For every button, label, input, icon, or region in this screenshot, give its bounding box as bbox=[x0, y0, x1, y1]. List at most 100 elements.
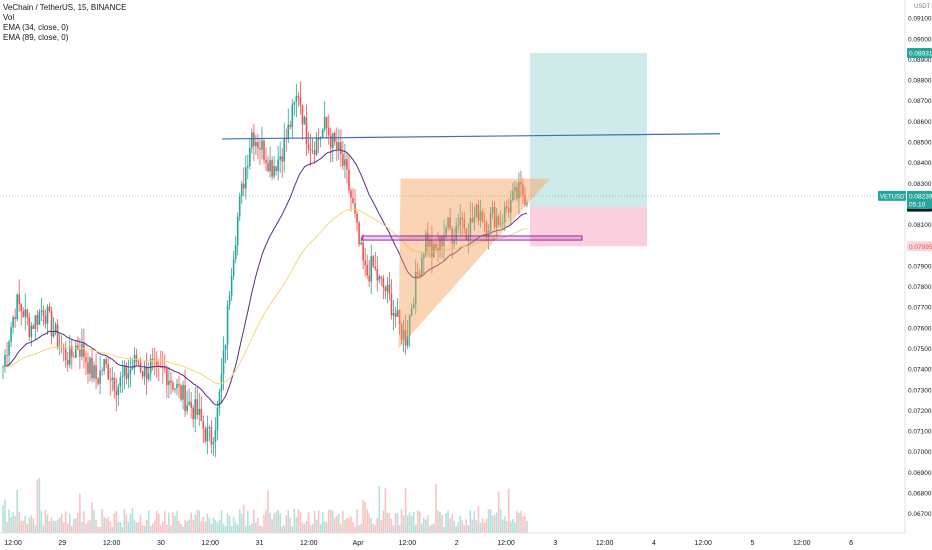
volume-bar bbox=[463, 524, 466, 533]
candle-body bbox=[455, 225, 457, 241]
candle-body bbox=[295, 95, 298, 103]
candle-body bbox=[115, 390, 118, 396]
candle-body bbox=[176, 384, 178, 389]
candle-body bbox=[230, 275, 233, 297]
candle-body bbox=[170, 380, 172, 383]
time-axis[interactable]: 12:00 29 12:00 30 12:00 31 12:00 Apr 12:00 2 12:00… bbox=[0, 532, 932, 550]
candle-body bbox=[309, 149, 312, 151]
candle-body bbox=[153, 359, 156, 361]
candle-body bbox=[160, 366, 162, 368]
volume-bar bbox=[491, 515, 494, 533]
volume-bar bbox=[117, 521, 120, 533]
candle-body bbox=[73, 356, 75, 358]
candle-body bbox=[507, 208, 510, 213]
candle-body bbox=[414, 271, 417, 305]
candle-body bbox=[44, 315, 47, 324]
candle-body bbox=[493, 206, 496, 228]
candle-body bbox=[222, 350, 225, 374]
price-axis[interactable]: USDT 0.09100 0.09000 0.08900 0.08800 0.08700 0… bbox=[904, 0, 932, 550]
time-tick-label: 29 bbox=[58, 540, 66, 547]
volume-bar bbox=[42, 525, 45, 533]
volume-bar bbox=[380, 520, 383, 533]
candle-body bbox=[469, 218, 472, 238]
candle-body bbox=[501, 222, 504, 224]
candle-body bbox=[275, 166, 277, 172]
candle-body bbox=[105, 359, 107, 365]
candle-body bbox=[36, 315, 39, 325]
volume-bar bbox=[212, 517, 215, 533]
candle-body bbox=[516, 187, 518, 199]
candle-body bbox=[408, 315, 411, 337]
volume-bar bbox=[372, 523, 375, 533]
candle-body bbox=[273, 166, 275, 177]
volume-bar bbox=[174, 515, 176, 533]
volume-bar bbox=[382, 510, 385, 533]
volume-bar bbox=[445, 512, 447, 533]
volume-bar bbox=[431, 524, 433, 533]
price-tick-label: 0.07600 bbox=[908, 325, 932, 332]
volume-bar bbox=[68, 513, 71, 533]
volume-bar bbox=[103, 516, 105, 533]
volume-bar bbox=[164, 511, 166, 533]
candle-body bbox=[66, 360, 69, 365]
candle-body bbox=[251, 132, 253, 148]
candle-body bbox=[467, 237, 470, 240]
candle-body bbox=[465, 228, 468, 240]
candle-body bbox=[495, 216, 498, 228]
volume-bar bbox=[131, 508, 134, 533]
volume-bar bbox=[206, 513, 209, 533]
volume-bar bbox=[196, 510, 199, 533]
volume-bar bbox=[305, 520, 308, 533]
symbol-badge-bg bbox=[878, 190, 906, 201]
price-tick-label: 0.07900 bbox=[908, 263, 932, 270]
candle-body bbox=[16, 294, 18, 320]
volume-bar bbox=[489, 509, 492, 533]
candle-body bbox=[180, 385, 182, 400]
volume-bar bbox=[170, 525, 172, 533]
volume-bar bbox=[232, 517, 235, 533]
candle-body bbox=[30, 325, 33, 337]
volume-bar bbox=[151, 523, 154, 533]
candle-body bbox=[485, 221, 488, 236]
volume-bar bbox=[93, 509, 95, 533]
drawings bbox=[0, 133, 905, 349]
volume-bar bbox=[469, 510, 472, 533]
candle-body bbox=[321, 129, 324, 138]
volume-bar bbox=[265, 509, 267, 533]
candle-body bbox=[6, 354, 8, 356]
candle-body bbox=[370, 256, 373, 282]
candle-body bbox=[471, 218, 474, 223]
volume-bar bbox=[289, 517, 292, 533]
candle-body bbox=[8, 341, 10, 356]
volume-bar bbox=[155, 510, 158, 533]
candle-body bbox=[253, 132, 255, 147]
candle-body bbox=[338, 142, 340, 150]
volume-bar bbox=[46, 514, 49, 533]
volume-bar bbox=[6, 522, 8, 533]
candle-body bbox=[325, 116, 328, 128]
ema-lines bbox=[2, 149, 528, 406]
volume-bar bbox=[220, 510, 223, 533]
legend-ema34: EMA (34, close, 0) bbox=[3, 23, 69, 32]
candle-body bbox=[184, 385, 186, 412]
volume-bar bbox=[299, 511, 302, 533]
volume-bar bbox=[269, 512, 271, 533]
volume-bar bbox=[512, 519, 514, 533]
candle-body bbox=[34, 315, 37, 330]
volume-bar bbox=[97, 526, 99, 533]
volume-bar bbox=[14, 516, 16, 533]
volume-bar bbox=[451, 514, 453, 533]
volume-bar bbox=[8, 509, 10, 533]
candle-body bbox=[406, 336, 409, 346]
candle-body bbox=[204, 428, 207, 442]
candle-body bbox=[368, 275, 370, 282]
volume-bar bbox=[184, 519, 186, 533]
volume-bar bbox=[362, 499, 364, 533]
volume-bar bbox=[344, 519, 346, 533]
volume-bar bbox=[109, 521, 112, 533]
price-tick-label: 0.09000 bbox=[908, 36, 932, 43]
legend-vol: Vol bbox=[3, 13, 15, 22]
volume-bar bbox=[168, 512, 170, 533]
candle-body bbox=[244, 167, 247, 189]
